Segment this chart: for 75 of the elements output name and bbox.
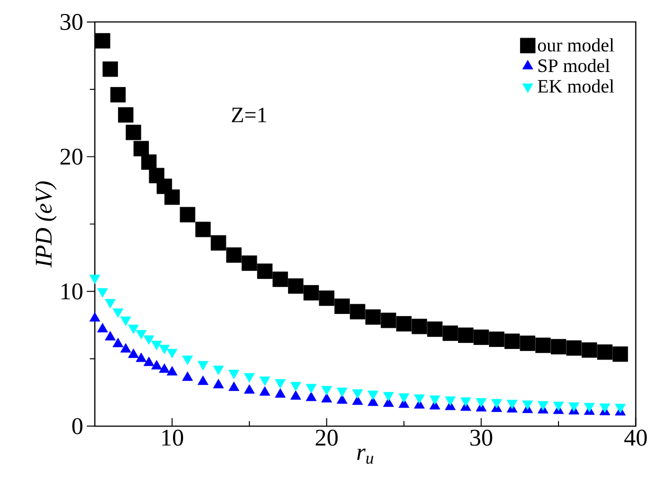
x-axis-title: r$_{u}$	[357, 448, 374, 464]
y-tick-label: 0	[72, 418, 82, 434]
point	[126, 124, 142, 140]
point	[133, 140, 149, 156]
point	[412, 318, 428, 334]
point	[104, 331, 116, 340]
x-tick-label: 20	[316, 430, 338, 446]
point	[488, 332, 504, 347]
point	[396, 316, 412, 332]
point	[272, 272, 288, 287]
point	[242, 255, 258, 271]
point	[566, 340, 582, 356]
point	[274, 388, 286, 398]
point	[158, 363, 170, 373]
legend-label: our model	[538, 38, 614, 52]
point	[198, 376, 208, 385]
x-tick-label: 30	[470, 430, 492, 446]
point	[102, 61, 118, 77]
point	[597, 344, 613, 360]
point	[520, 336, 536, 351]
point	[166, 366, 178, 376]
point	[365, 309, 381, 325]
legend-label: SP model	[538, 58, 610, 72]
point	[195, 222, 211, 238]
point	[120, 343, 132, 353]
point	[504, 334, 520, 349]
y-tick-label: 10	[62, 283, 82, 300]
point	[380, 312, 396, 328]
point	[136, 352, 147, 362]
point	[550, 338, 566, 354]
point	[164, 189, 180, 205]
point	[535, 338, 551, 353]
point	[290, 390, 302, 400]
point	[97, 322, 108, 332]
point	[112, 338, 124, 348]
point	[228, 382, 240, 391]
point	[582, 342, 598, 358]
point	[318, 290, 334, 306]
point	[458, 328, 474, 343]
point	[118, 107, 134, 123]
point	[336, 394, 348, 404]
point	[110, 87, 126, 102]
legend-label: EK model	[538, 79, 614, 93]
point	[306, 392, 317, 402]
point	[474, 330, 489, 345]
point	[226, 247, 242, 263]
point	[612, 346, 628, 362]
point	[334, 298, 350, 314]
point	[304, 285, 319, 300]
y-tick-label: 20	[60, 148, 82, 165]
point	[182, 371, 193, 381]
point	[210, 235, 226, 251]
annotation: Z=1	[232, 108, 266, 122]
point	[213, 378, 224, 388]
point	[151, 360, 162, 370]
point	[128, 348, 139, 358]
x-tick-label: 40	[624, 430, 647, 446]
point	[368, 396, 378, 406]
point	[350, 304, 366, 320]
point	[180, 206, 196, 222]
point	[442, 325, 458, 341]
point	[352, 395, 363, 405]
y-axis-title: IPD (eV)	[34, 181, 57, 268]
point	[141, 154, 157, 170]
point	[244, 384, 255, 394]
point	[321, 393, 332, 402]
x-tick-label: 10	[162, 430, 184, 446]
point	[427, 321, 443, 337]
point	[257, 264, 273, 279]
point	[259, 386, 270, 396]
point	[288, 278, 304, 294]
point	[144, 356, 154, 366]
y-tick-label: 30	[60, 14, 82, 30]
point	[94, 33, 110, 48]
point	[89, 312, 100, 322]
